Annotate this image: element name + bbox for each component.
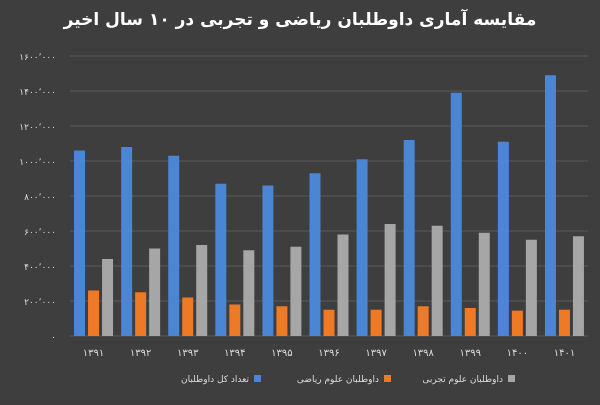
- x-axis-tick-labels: ۱۳۹۱ ۱۳۹۲ ۱۳۹۳ ۱۳۹۴ ۱۳۹۵ ۱۳۹۶ ۱۳۹۷ ۱۳۹۸ ۱۳۹۹ ۱۴۰۰…: [83, 348, 575, 359]
- gridlines: [70, 55, 588, 337]
- bar: [450, 92, 462, 336]
- bar: [149, 248, 161, 336]
- bar: [276, 306, 288, 336]
- bar: [558, 309, 570, 336]
- x-tick-label: ۱۳۹۴: [224, 348, 245, 359]
- y-tick-label: ۸۰۰٬۰۰۰: [24, 193, 56, 203]
- bar: [215, 183, 227, 336]
- bar: [370, 309, 382, 336]
- y-tick-label: ۶۰۰٬۰۰۰: [24, 228, 56, 238]
- bar: [417, 306, 429, 336]
- legend-label: داوطلبان علوم تجربی: [422, 375, 503, 385]
- bar: [74, 150, 86, 336]
- x-tick-label: ۱۳۹۱: [83, 348, 104, 359]
- legend-label: تعداد کل داوطلبان: [181, 375, 249, 385]
- bar: [511, 310, 523, 336]
- bar: [196, 245, 208, 336]
- chart-title: مقایسه آماری داوطلبان ریاضی و تجربی در ۱…: [63, 8, 537, 30]
- bar: [323, 309, 335, 336]
- bar: [309, 173, 321, 336]
- y-tick-label: ۱۲۰۰٬۰۰۰: [19, 123, 56, 133]
- y-tick-label: ۱۰۰۰٬۰۰۰: [19, 158, 56, 168]
- x-tick-label: ۱۴۰۰: [507, 348, 528, 359]
- bar: [384, 224, 396, 336]
- bar: [525, 239, 537, 336]
- bar: [337, 234, 349, 336]
- bar: [135, 292, 147, 336]
- bar: [431, 225, 443, 336]
- y-tick-label: ۴۰۰٬۰۰۰: [24, 263, 56, 273]
- x-tick-label: ۱۳۹۸: [412, 348, 434, 359]
- bar: [182, 297, 194, 336]
- bar: [262, 185, 274, 336]
- x-tick-label: ۱۳۹۳: [177, 348, 199, 359]
- legend-swatch: [254, 375, 261, 382]
- y-tick-label: ۲۰۰٬۰۰۰: [24, 298, 56, 308]
- bar: [478, 232, 490, 336]
- y-tick-label: ۱۶۰۰٬۰۰۰: [19, 53, 56, 63]
- legend-label: داوطلبان علوم ریاضی: [297, 375, 379, 385]
- bar: [403, 140, 415, 336]
- x-tick-label: ۱۳۹۹: [460, 348, 481, 359]
- x-tick-label: ۱۴۰۱: [554, 348, 575, 359]
- bars: [74, 75, 584, 336]
- legend-swatch: [384, 375, 391, 382]
- x-tick-label: ۱۳۹۷: [365, 348, 387, 359]
- bar: [290, 246, 302, 336]
- x-tick-label: ۱۳۹۲: [130, 348, 151, 359]
- bar: [102, 259, 114, 336]
- bar: [88, 290, 100, 336]
- bar: [497, 141, 509, 336]
- bar: [229, 304, 241, 336]
- bar: [544, 75, 556, 336]
- bar: [121, 147, 133, 336]
- y-tick-label: ۱۴۰۰٬۰۰۰: [19, 88, 56, 98]
- bar: [243, 250, 255, 336]
- y-tick-label: ۰: [51, 333, 56, 343]
- legend: تعداد کل داوطلبان داوطلبان علوم ریاضی داوط…: [181, 375, 515, 385]
- legend-swatch: [508, 375, 515, 382]
- y-axis-tick-labels: ۰ ۲۰۰٬۰۰۰ ۴۰۰٬۰۰۰ ۶۰۰٬۰۰۰ ۸۰۰٬۰۰۰ ۱۰۰۰٬۰۰۰ ۱۲۰…: [19, 53, 56, 343]
- bar: [464, 308, 476, 336]
- bar: [572, 236, 584, 336]
- x-tick-label: ۱۳۹۵: [271, 348, 292, 359]
- bar: [356, 159, 368, 336]
- x-tick-label: ۱۳۹۶: [318, 348, 339, 359]
- bar: [168, 155, 180, 336]
